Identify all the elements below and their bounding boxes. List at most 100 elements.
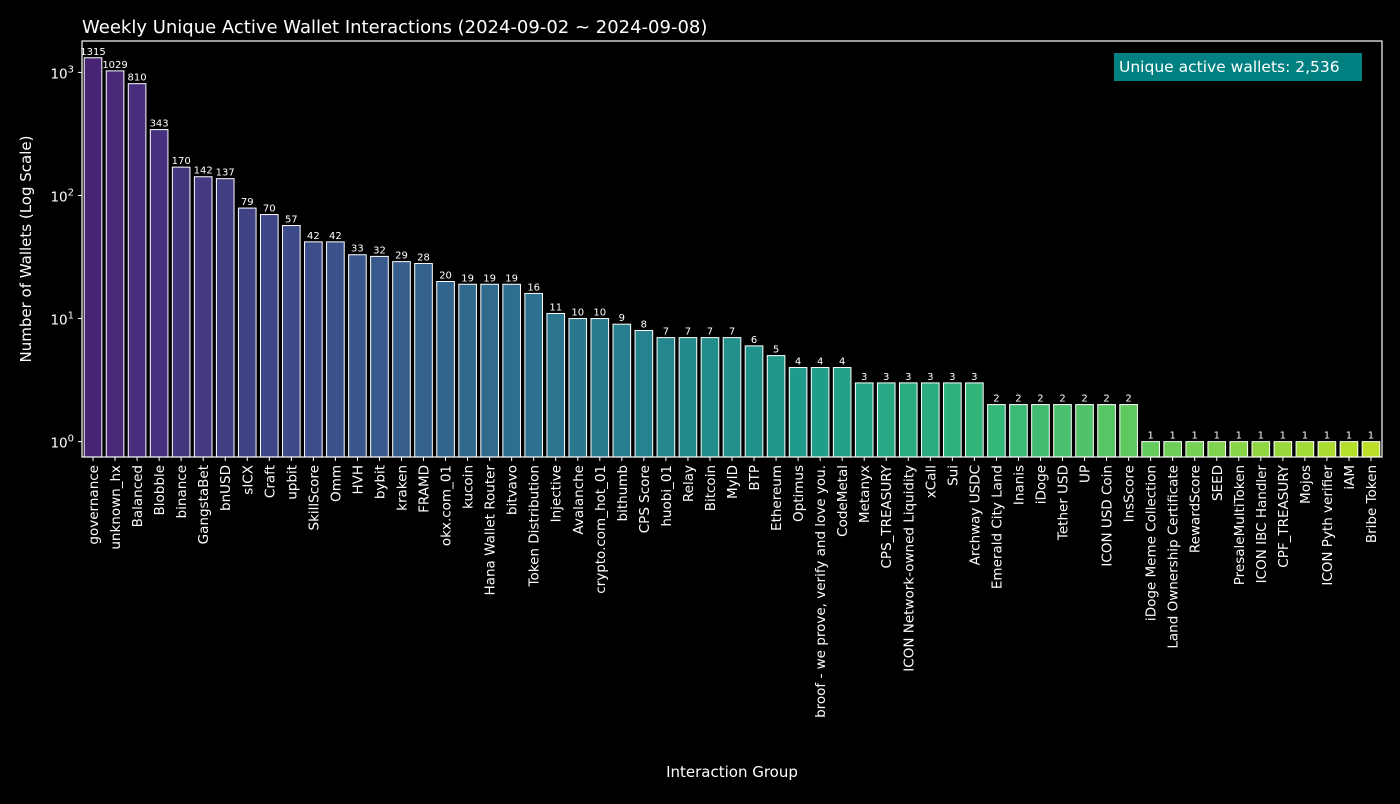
bar-codemetal bbox=[832, 367, 852, 458]
bar-icon-usd-coin bbox=[1097, 404, 1116, 458]
bar-craft bbox=[259, 214, 279, 458]
x-tick-label-framd: FRAMD bbox=[417, 465, 433, 513]
x-tick-label-upbit: upbit bbox=[284, 465, 300, 500]
bar-binance bbox=[171, 166, 191, 458]
bar-sicx bbox=[237, 207, 257, 458]
bar-tether-usd bbox=[1053, 404, 1072, 458]
data-label-icon-usd-coin: 2 bbox=[1103, 394, 1109, 405]
bar-metanyx bbox=[854, 382, 874, 458]
bar-myid bbox=[722, 337, 742, 458]
x-tick-label-unknown-hx: unknown_hx bbox=[108, 465, 124, 550]
x-tick-label-skillscore: SkillScore bbox=[306, 465, 322, 530]
x-tick-label-kucoin: kucoin bbox=[461, 465, 477, 509]
x-tick-label-seed: SEED bbox=[1210, 465, 1226, 501]
data-label-craft: 70 bbox=[263, 204, 276, 215]
x-tick-label-myid: MyID bbox=[725, 465, 741, 499]
data-label-optimus: 4 bbox=[795, 357, 801, 368]
x-tick-label-craft: Craft bbox=[262, 465, 278, 498]
x-tick-label-bybit: bybit bbox=[372, 465, 388, 499]
bar-iam bbox=[1339, 441, 1359, 458]
bar-seed bbox=[1207, 441, 1227, 458]
bar-gangstabet bbox=[193, 176, 213, 458]
bar-idoge bbox=[1031, 404, 1050, 458]
bar-bitcoin bbox=[700, 337, 720, 458]
data-label-cpf-treasury: 1 bbox=[1280, 431, 1286, 442]
bar-relay bbox=[678, 337, 698, 458]
x-tick-label-hvh: HVH bbox=[350, 465, 366, 495]
x-tick-label-icon-usd-coin: ICON USD Coin bbox=[1100, 465, 1116, 567]
data-label-hana-wallet-router: 19 bbox=[483, 273, 496, 284]
bar-icon-ibc-handler bbox=[1251, 441, 1271, 458]
bar-kucoin bbox=[458, 283, 477, 458]
data-label-metanyx: 3 bbox=[861, 372, 867, 383]
y-axis-label: Number of Wallets (Log Scale) bbox=[17, 136, 35, 363]
data-label-crypto-com-hot-01: 10 bbox=[593, 308, 606, 319]
data-label-blobble: 343 bbox=[150, 119, 169, 130]
bar-governance bbox=[83, 57, 103, 458]
x-tick-label-inanis: Inanis bbox=[1011, 465, 1027, 505]
x-tick-label-icon-network-owned-liquidity: ICON Network-owned Liquidity bbox=[901, 465, 917, 672]
x-tick-label-emerald-city-land: Emerald City Land bbox=[989, 465, 1005, 589]
x-tick-label-sui: Sui bbox=[945, 465, 961, 486]
data-label-bnusd: 137 bbox=[216, 168, 235, 179]
bar-okx-com-01 bbox=[436, 281, 455, 458]
data-label-myid: 7 bbox=[729, 327, 735, 338]
x-tick-label-optimus: Optimus bbox=[791, 465, 807, 522]
data-label-bybit: 32 bbox=[373, 245, 386, 256]
y-axis-ticks: 100 101 102 103 bbox=[50, 64, 82, 452]
bar-kraken bbox=[392, 261, 411, 458]
bar-skillscore bbox=[304, 241, 323, 458]
bar-cps-score bbox=[634, 329, 654, 458]
x-tick-label-idoge-meme-collection: iDoge Meme Collection bbox=[1144, 465, 1160, 621]
data-label-skillscore: 42 bbox=[307, 231, 320, 242]
x-tick-label-bnusd: bnUSD bbox=[218, 465, 234, 511]
data-label-omm: 42 bbox=[329, 231, 342, 242]
x-tick-label-up: UP bbox=[1078, 465, 1094, 483]
x-tick-label-btp: BTP bbox=[747, 465, 763, 491]
x-tick-label-omm: Omm bbox=[328, 465, 344, 502]
x-tick-label-codemetal: CodeMetal bbox=[835, 465, 851, 537]
data-label-btp: 6 bbox=[751, 335, 757, 346]
data-label-bithumb: 9 bbox=[619, 313, 625, 324]
x-tick-label-presalemultitoken: PresaleMultiToken bbox=[1232, 465, 1248, 585]
bar-broof-we-prove-verify-and-love-you bbox=[810, 367, 830, 458]
x-tick-label-relay: Relay bbox=[681, 465, 697, 502]
data-label-okx-com-01: 20 bbox=[439, 271, 452, 282]
data-label-bitvavo: 19 bbox=[505, 273, 518, 284]
data-label-archway-usdc: 3 bbox=[971, 372, 977, 383]
y-tick-label: 103 bbox=[50, 64, 74, 82]
x-tick-label-bithumb: bithumb bbox=[615, 465, 631, 521]
x-tick-label-crypto-com-hot-01: crypto.com_hot_01 bbox=[593, 465, 609, 594]
bar-insscore bbox=[1119, 404, 1138, 458]
x-tick-label-tether-usd: Tether USD bbox=[1056, 465, 1072, 541]
data-label-up: 2 bbox=[1081, 394, 1087, 405]
data-label-relay: 7 bbox=[685, 327, 691, 338]
bar-bybit bbox=[370, 255, 389, 458]
bar-archway-usdc bbox=[965, 382, 984, 458]
x-tick-label-governance: governance bbox=[86, 465, 102, 545]
bar-hana-wallet-router bbox=[480, 283, 499, 458]
x-axis-label: Interaction Group bbox=[666, 763, 798, 781]
data-label-governance: 1315 bbox=[80, 47, 105, 58]
bar-blobble bbox=[149, 129, 169, 458]
bar-omm bbox=[326, 241, 345, 458]
data-label-presalemultitoken: 1 bbox=[1236, 431, 1242, 442]
data-label-sui: 3 bbox=[949, 372, 955, 383]
data-label-kucoin: 19 bbox=[461, 273, 474, 284]
data-label-bribe-token: 1 bbox=[1368, 431, 1374, 442]
bar-presalemultitoken bbox=[1229, 441, 1249, 458]
bar-hvh bbox=[348, 254, 367, 458]
data-label-broof-we-prove-verify-and-love-you: 4 bbox=[817, 357, 823, 368]
data-label-binance: 170 bbox=[172, 156, 191, 167]
summary-annotation-text: Unique active wallets: 2,536 bbox=[1119, 58, 1340, 76]
data-label-icon-network-owned-liquidity: 3 bbox=[905, 372, 911, 383]
bar-emerald-city-land bbox=[987, 404, 1006, 458]
summary-annotation: Unique active wallets: 2,536 bbox=[1114, 53, 1362, 81]
bar-bnusd bbox=[215, 178, 235, 458]
data-label-mojos: 1 bbox=[1302, 431, 1308, 442]
bar-up bbox=[1075, 404, 1094, 458]
bar-framd bbox=[414, 263, 433, 458]
data-label-tether-usd: 2 bbox=[1059, 394, 1065, 405]
bar-upbit bbox=[282, 225, 301, 458]
